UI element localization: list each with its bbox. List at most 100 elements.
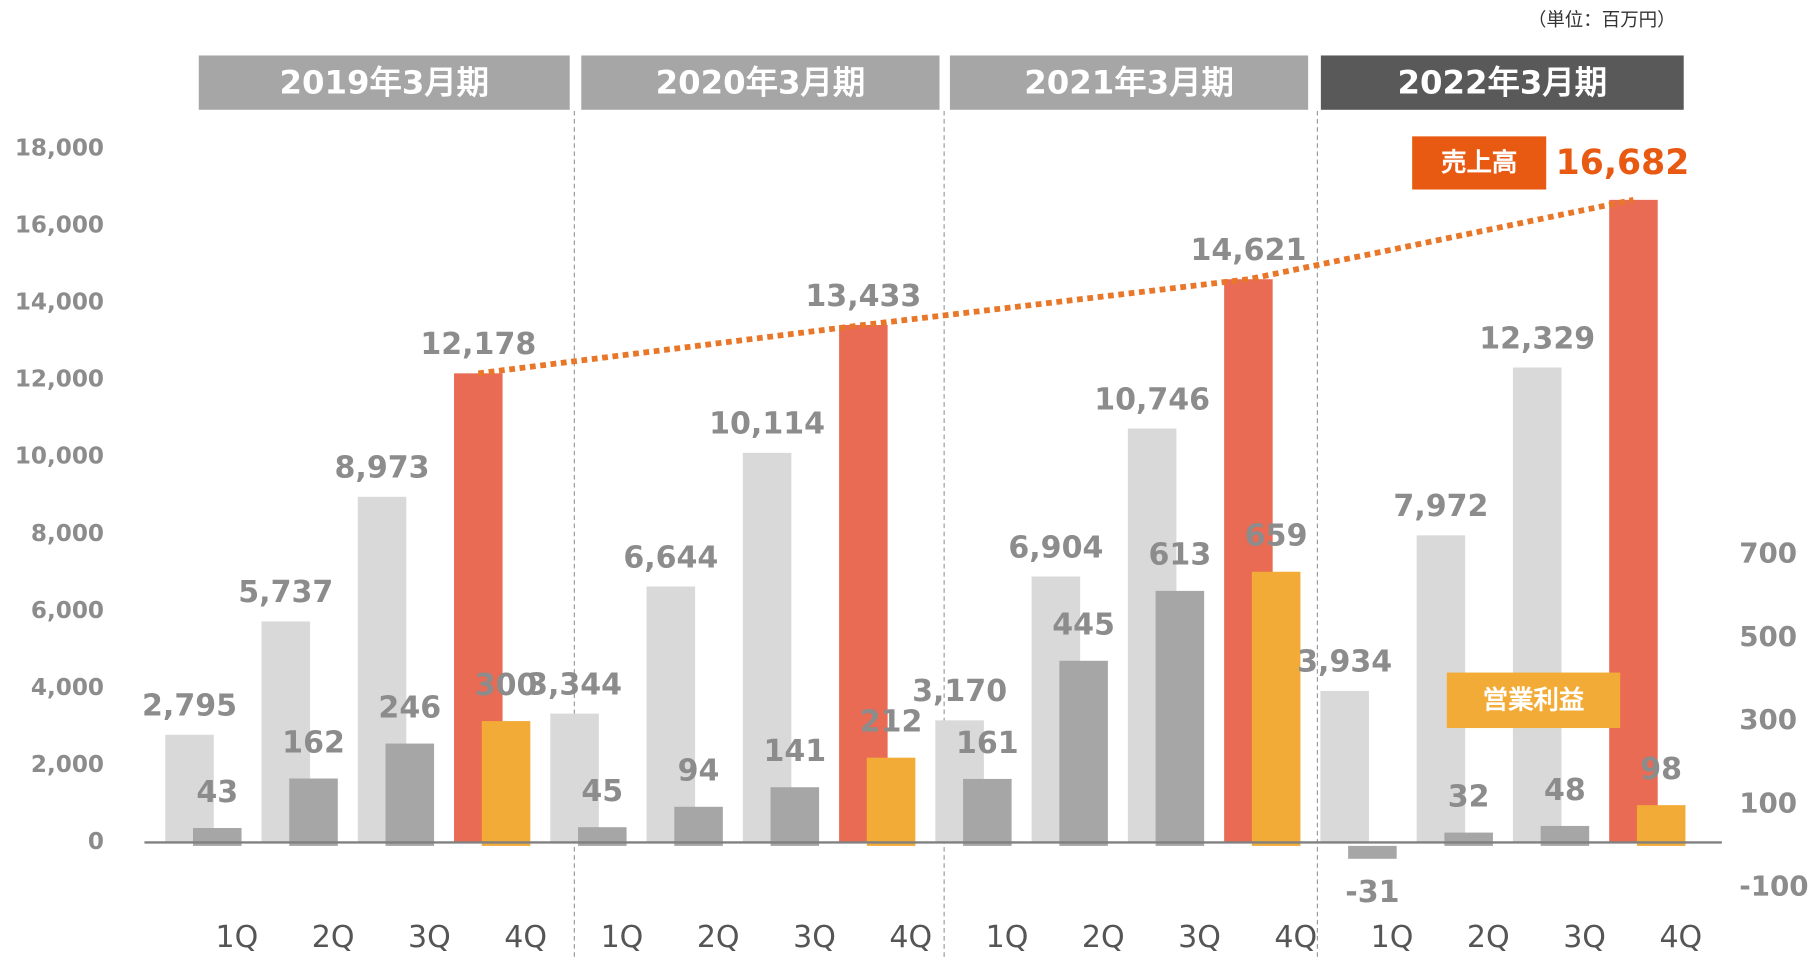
- legend-label: 営業利益: [1483, 684, 1585, 714]
- sales-label: 12,329: [1479, 321, 1595, 356]
- x-tick-label: 1Q: [1371, 920, 1414, 955]
- period-header: [949, 55, 1309, 110]
- profit-bar: [289, 778, 338, 846]
- y-tick-label: 2,000: [31, 752, 104, 778]
- profit-bar: [1059, 660, 1108, 846]
- x-tick-label: 3Q: [793, 920, 836, 955]
- profit-bar: [1251, 571, 1301, 846]
- x-tick-label: 3Q: [408, 920, 451, 955]
- sales-label: 10,746: [1094, 382, 1210, 417]
- sales-label: 16,682: [1556, 143, 1690, 183]
- x-tick-label: 1Q: [601, 920, 644, 955]
- y-tick-label: 8,000: [31, 521, 104, 547]
- x-tick-label: 4Q: [504, 920, 547, 955]
- sales-bar: [550, 713, 599, 843]
- sales-label: 10,114: [709, 407, 825, 442]
- profit-label: 32: [1448, 779, 1490, 814]
- sales-bar: [1609, 199, 1658, 843]
- profit-label: 613: [1149, 538, 1212, 573]
- y-tick-label: 0: [88, 829, 104, 855]
- x-tick-label: 3Q: [1563, 920, 1606, 955]
- y-tick-label: 14,000: [15, 290, 104, 316]
- profit-bar: [385, 743, 435, 846]
- sales-bar: [1320, 690, 1369, 843]
- sales-bar: [646, 586, 696, 843]
- period-label: 2020年3月期: [656, 63, 866, 101]
- y2-tick-label: 500: [1739, 620, 1797, 653]
- profit-label: 45: [581, 774, 623, 809]
- legend-box: [1412, 136, 1547, 190]
- x-tick-label: 4Q: [889, 920, 932, 955]
- sales-label: 8,973: [335, 451, 430, 486]
- x-tick-label: 4Q: [1274, 920, 1317, 955]
- sales-bar: [1512, 367, 1562, 843]
- x-tick-label: 3Q: [1178, 920, 1221, 955]
- x-tick-label: 2Q: [312, 920, 355, 955]
- profit-bar: [1444, 832, 1493, 846]
- profit-label: 94: [678, 754, 720, 789]
- profit-label: 445: [1052, 608, 1115, 643]
- y2-tick-label: -100: [1739, 870, 1808, 903]
- x-tick-label: 4Q: [1659, 920, 1702, 955]
- x-tick-label: 1Q: [986, 920, 1029, 955]
- profit-label: 141: [763, 734, 826, 769]
- profit-label: 212: [860, 705, 923, 740]
- sales-label: 7,972: [1393, 489, 1488, 524]
- period-label: 2022年3月期: [1398, 63, 1608, 101]
- period-label: 2019年3月期: [279, 63, 489, 101]
- profit-bar: [866, 757, 916, 846]
- profit-label: -31: [1345, 875, 1399, 910]
- period-header: [198, 55, 570, 110]
- y-tick-label: 6,000: [31, 598, 104, 624]
- y2-tick-label: 300: [1739, 703, 1797, 736]
- y-tick-label: 16,000: [15, 213, 104, 239]
- profit-bar: [1540, 825, 1590, 846]
- profit-label: 246: [378, 690, 441, 725]
- trend-line: [477, 197, 1635, 377]
- sales-label: 5,737: [238, 575, 333, 610]
- legend-label: 売上高: [1441, 147, 1517, 177]
- period-header: [581, 55, 940, 110]
- sales-label: 6,904: [1008, 530, 1103, 565]
- legend-box: [1446, 672, 1621, 729]
- sales-label: 2,795: [142, 689, 237, 724]
- y-tick-label: 18,000: [15, 136, 104, 162]
- profit-label: 659: [1245, 519, 1308, 554]
- x-tick-label: 1Q: [216, 920, 259, 955]
- profit-label: 162: [282, 725, 345, 760]
- sales-bar: [742, 452, 792, 843]
- x-tick-label: 2Q: [1467, 920, 1510, 955]
- profit-bar: [674, 806, 723, 846]
- profit-bar: [1348, 845, 1397, 859]
- sales-label: 3,934: [1297, 645, 1392, 680]
- profit-label: 300: [475, 668, 538, 703]
- period-label: 2021年3月期: [1024, 63, 1234, 101]
- sales-bar: [165, 734, 214, 843]
- sales-bar: [839, 324, 888, 843]
- y2-tick-label: 100: [1739, 786, 1797, 819]
- profit-bar: [770, 787, 820, 846]
- profit-label: 98: [1640, 752, 1682, 787]
- sales-label: 13,433: [805, 279, 921, 314]
- profit-bar: [578, 827, 627, 846]
- sales-label: 3,344: [527, 667, 622, 702]
- profit-bar: [1636, 805, 1686, 846]
- y-tick-label: 12,000: [15, 367, 104, 393]
- profit-label: 161: [956, 726, 1019, 761]
- sales-label: 14,621: [1190, 233, 1306, 268]
- unit: （単位：百万円）: [1528, 10, 1676, 31]
- sales-label: 12,178: [420, 327, 536, 362]
- profit-label: 43: [196, 775, 238, 810]
- y-tick-label: 10,000: [15, 444, 104, 470]
- y2-tick-label: 700: [1739, 537, 1797, 570]
- x-tick-label: 2Q: [697, 920, 740, 955]
- profit-bar: [481, 721, 531, 846]
- sales-label: 3,170: [912, 674, 1007, 709]
- profit-label: 48: [1544, 773, 1586, 808]
- y-tick-label: 4,000: [31, 675, 104, 701]
- sales-label: 6,644: [623, 540, 718, 575]
- profit-bar: [1155, 590, 1205, 846]
- period-header: [1320, 55, 1684, 110]
